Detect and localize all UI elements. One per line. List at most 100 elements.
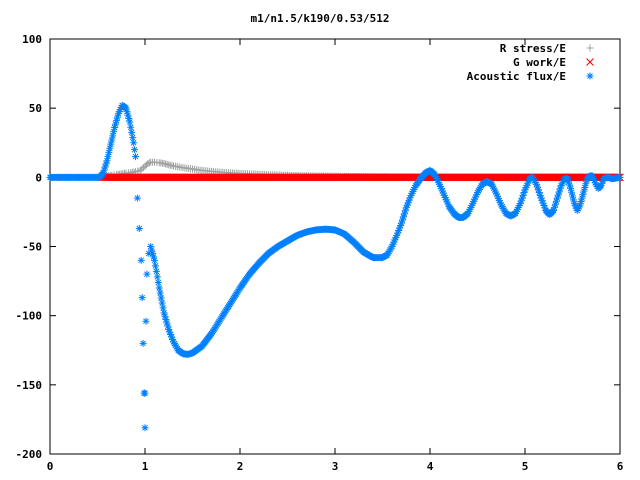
x-tick-label: 4	[427, 460, 434, 473]
data-point	[383, 251, 391, 259]
data-point	[130, 139, 138, 147]
data-point	[400, 210, 408, 218]
data-point	[170, 338, 177, 346]
data-point	[431, 171, 439, 179]
data-point	[386, 246, 394, 254]
data-point	[539, 199, 547, 207]
data-point	[582, 180, 590, 188]
data-point	[573, 207, 581, 215]
data-point	[170, 340, 178, 348]
data-point	[476, 184, 484, 192]
data-point	[551, 200, 559, 208]
data-point	[147, 243, 155, 250]
data-point	[489, 182, 497, 190]
data-point	[437, 185, 445, 193]
data-point	[468, 202, 476, 210]
data-point	[488, 180, 496, 188]
data-point	[410, 186, 418, 194]
legend-marker	[586, 72, 594, 80]
legend-label: R stress/E	[500, 42, 566, 55]
data-point	[498, 203, 506, 211]
data-point	[153, 273, 161, 281]
x-tick-label: 2	[237, 460, 244, 473]
data-point	[591, 179, 599, 187]
chart-marks	[46, 101, 624, 432]
data-point	[581, 183, 589, 191]
data-point	[103, 157, 111, 165]
data-point	[436, 180, 443, 188]
data-point	[399, 213, 407, 221]
data-point	[168, 333, 176, 341]
data-point	[493, 190, 500, 198]
data-point	[558, 180, 566, 188]
chart-title: m1/n1.5/k190/0.53/512	[250, 12, 389, 25]
data-point	[114, 110, 122, 118]
data-point	[127, 123, 135, 131]
data-point	[514, 203, 522, 211]
data-point	[568, 188, 576, 196]
data-point	[405, 196, 413, 204]
x-tick-label: 5	[522, 460, 529, 473]
data-point	[569, 192, 576, 200]
data-point	[465, 207, 473, 215]
data-point	[133, 194, 141, 202]
data-point	[408, 189, 416, 197]
data-point	[122, 104, 130, 112]
legend-marker	[586, 44, 594, 52]
data-point	[516, 200, 524, 208]
data-point	[571, 202, 579, 210]
data-point	[519, 191, 527, 199]
data-point	[523, 181, 531, 189]
data-point	[157, 294, 165, 302]
data-point	[109, 132, 117, 140]
data-point	[531, 179, 539, 187]
legend-marker	[586, 58, 594, 66]
data-point	[599, 177, 607, 185]
data-point	[135, 225, 143, 233]
data-point	[169, 335, 177, 343]
data-point	[409, 187, 417, 195]
data-point	[397, 221, 405, 229]
data-point	[552, 197, 560, 205]
data-point	[129, 134, 137, 142]
data-point	[101, 163, 109, 171]
data-point	[464, 209, 472, 217]
data-point	[574, 205, 582, 213]
data-point	[432, 173, 440, 181]
data-point	[522, 184, 530, 192]
data-point	[564, 175, 572, 183]
data-point	[116, 106, 124, 114]
data-point	[391, 236, 399, 244]
data-point	[390, 238, 398, 246]
data-point	[515, 202, 523, 210]
data-point	[396, 224, 404, 232]
y-tick-label: 0	[35, 171, 42, 184]
data-point	[616, 173, 624, 181]
data-point	[150, 253, 158, 261]
plot-frame	[49, 38, 621, 455]
data-point	[435, 178, 443, 186]
x-tick-label: 0	[47, 460, 54, 473]
y-tick-label: -100	[16, 310, 43, 323]
data-point	[578, 194, 586, 202]
data-point	[491, 186, 499, 194]
data-point	[533, 183, 541, 191]
data-point	[142, 317, 150, 325]
data-point	[499, 204, 507, 212]
data-point	[143, 270, 151, 278]
data-point	[100, 166, 108, 174]
data-point	[565, 178, 573, 186]
data-point	[108, 136, 116, 144]
data-point	[495, 197, 503, 205]
data-point	[387, 244, 395, 252]
data-point	[438, 187, 446, 195]
data-point	[493, 192, 501, 200]
data-point	[148, 246, 156, 254]
data-point	[106, 144, 114, 152]
data-point	[171, 341, 179, 349]
data-point	[162, 316, 170, 324]
data-point	[389, 240, 397, 248]
data-point	[385, 247, 393, 255]
data-point	[532, 180, 540, 188]
